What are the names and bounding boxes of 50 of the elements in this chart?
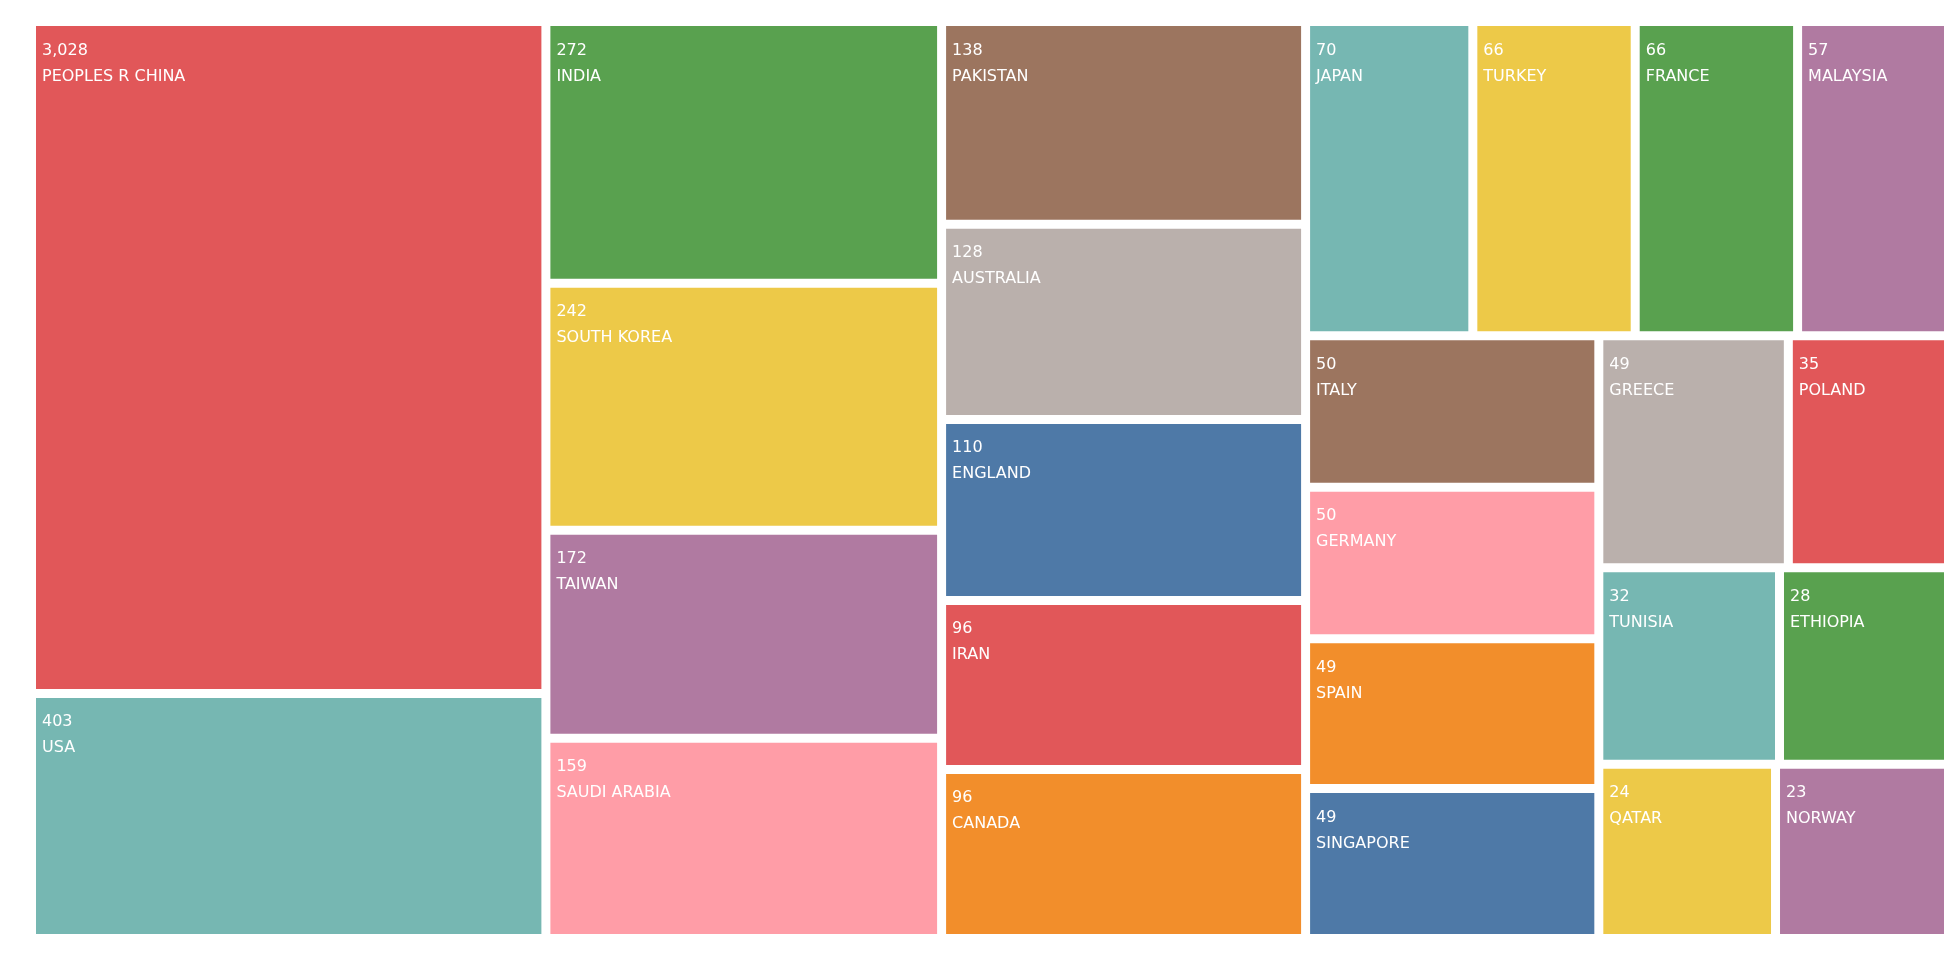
data-label: 159: [556, 756, 587, 776]
category-label: PEOPLES R CHINA: [42, 65, 186, 85]
category-label: ENGLAND: [952, 463, 1032, 483]
category-label: TURKEY: [1482, 65, 1547, 85]
category-label: SPAIN: [1316, 682, 1363, 702]
category-label: JAPAN: [1315, 65, 1364, 85]
category-label: SOUTH KOREA: [556, 327, 673, 347]
data-label: 50: [1316, 353, 1337, 373]
data-label: 66: [1645, 39, 1667, 59]
data-label: 23: [1786, 782, 1807, 802]
data-label: 66: [1483, 39, 1504, 59]
category-label: QATAR: [1609, 808, 1663, 828]
category-label: MALAYSIA: [1808, 65, 1888, 85]
data-label: 3,028: [42, 39, 88, 59]
data-label: 28: [1790, 585, 1811, 605]
data-label: 96: [952, 618, 973, 638]
category-label: USA: [42, 737, 76, 757]
data-label: 138: [952, 39, 983, 59]
category-label: ITALY: [1316, 379, 1358, 399]
data-label: 49: [1316, 656, 1337, 676]
category-label: AUSTRALIA: [952, 268, 1041, 288]
category-label: TAIWAN: [555, 574, 619, 594]
data-label: 49: [1316, 806, 1337, 826]
data-label: 49: [1609, 353, 1630, 373]
category-label: IRAN: [952, 644, 991, 664]
category-label: INDIA: [556, 65, 602, 85]
data-label: 272: [556, 39, 587, 59]
category-label: PAKISTAN: [952, 65, 1029, 85]
data-label: 403: [42, 711, 73, 731]
category-label: SAUDI ARABIA: [556, 782, 671, 802]
category-label: NORWAY: [1786, 808, 1856, 828]
data-label: 24: [1609, 782, 1630, 802]
data-label: 172: [556, 548, 587, 568]
data-label: 96: [952, 787, 973, 807]
data-label: 50: [1316, 505, 1337, 525]
data-label: 110: [952, 437, 983, 457]
category-label: CANADA: [952, 813, 1021, 833]
category-label: ETHIOPIA: [1790, 611, 1865, 631]
category-label: GERMANY: [1316, 531, 1397, 551]
data-label: 57: [1808, 39, 1829, 59]
category-label: FRANCE: [1645, 65, 1710, 85]
data-label: 242: [556, 301, 587, 321]
data-label: 32: [1609, 585, 1630, 605]
category-label: SINGAPORE: [1316, 832, 1410, 852]
category-label: POLAND: [1798, 379, 1866, 399]
category-label: GREECE: [1609, 379, 1675, 399]
category-label: TUNISIA: [1608, 611, 1674, 631]
data-label: 35: [1798, 353, 1820, 373]
data-label: 70: [1316, 39, 1337, 59]
data-label: 128: [952, 242, 983, 262]
